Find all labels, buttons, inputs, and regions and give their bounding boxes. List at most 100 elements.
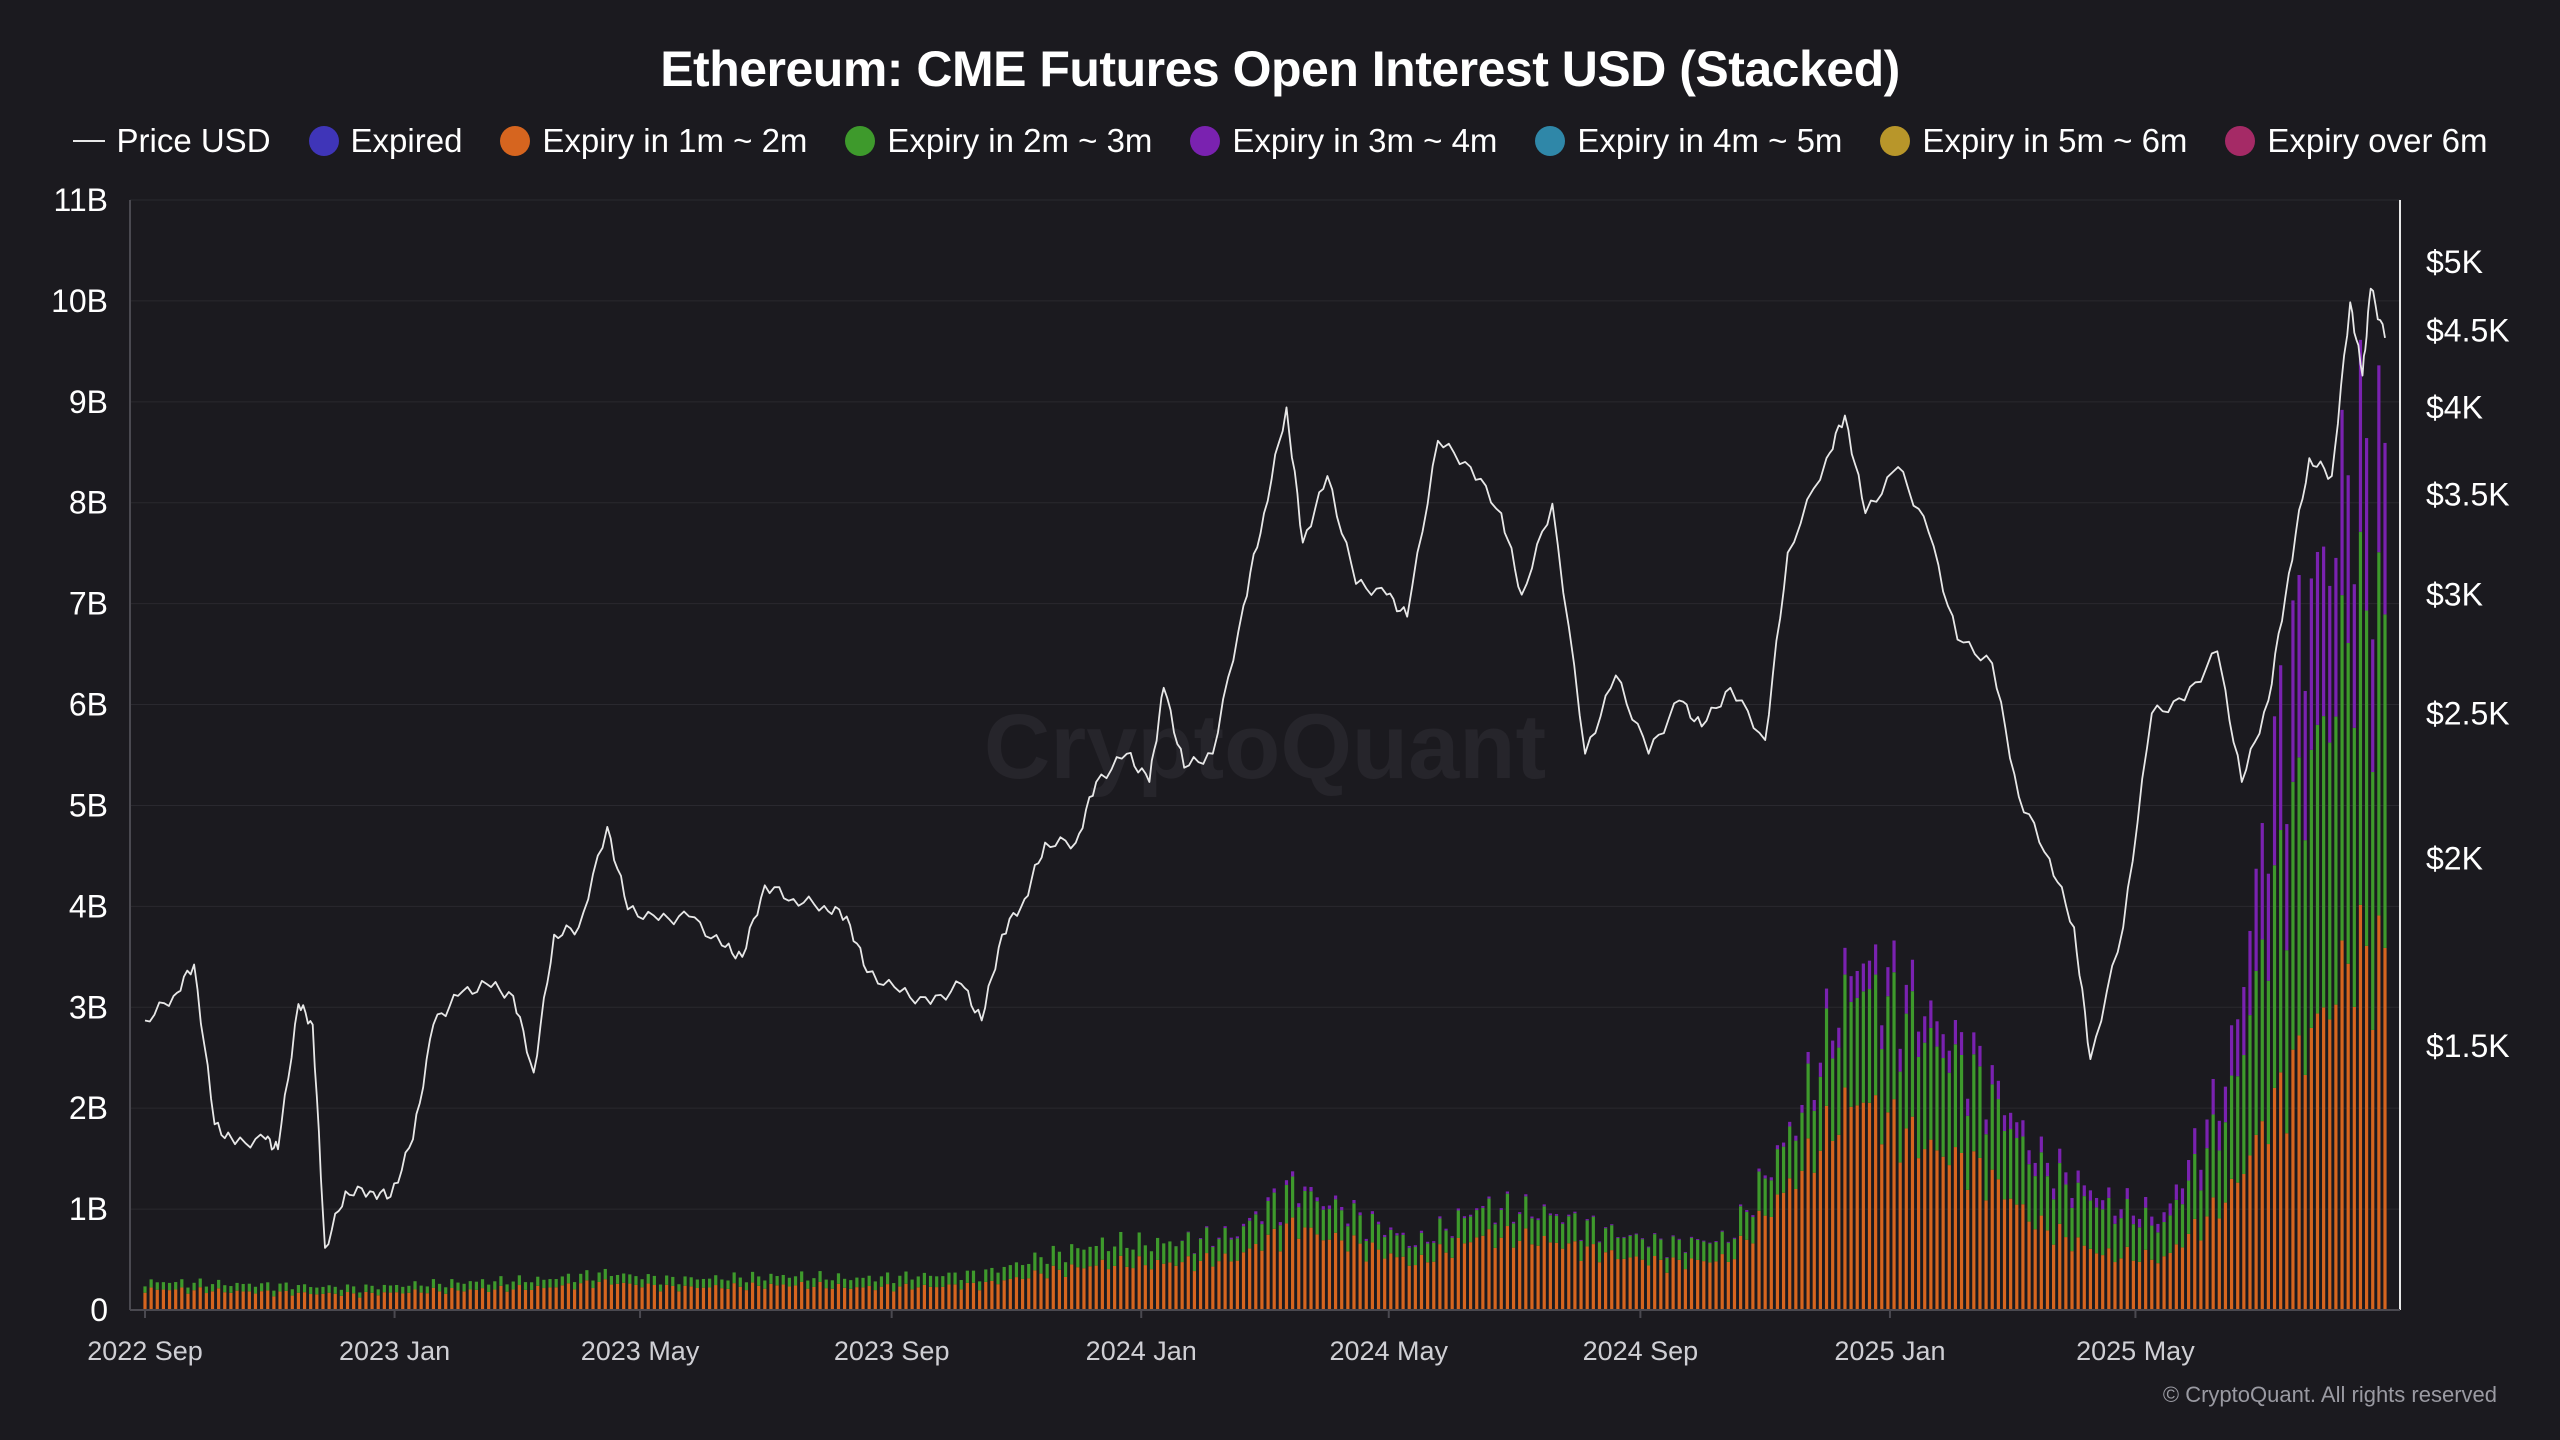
oi-bar-segment [2248, 930, 2252, 1016]
oi-bar-segment [1861, 963, 1865, 992]
oi-bar-segment [757, 1285, 761, 1310]
oi-bar-segment [1561, 1223, 1565, 1249]
oi-bar-segment [2125, 1188, 2129, 1199]
oi-bar-segment [266, 1282, 270, 1291]
watermark: CryptoQuant [984, 696, 1546, 798]
oi-bar-segment [1438, 1216, 1442, 1219]
oi-bar-segment [1923, 1042, 1927, 1150]
oi-bar-segment [1567, 1243, 1571, 1310]
oi-bar-segment [732, 1283, 736, 1310]
dot-swatch-icon [1880, 126, 1911, 156]
oi-bar-segment [468, 1281, 472, 1290]
oi-bar-segment [2039, 1136, 2043, 1153]
oi-bar-segment [229, 1292, 233, 1310]
oi-bar-segment [1628, 1235, 1632, 1258]
oi-bar-segment [671, 1276, 675, 1286]
oi-bar-segment [1137, 1232, 1141, 1257]
oi-bar-segment [1732, 1238, 1737, 1260]
oi-bar-segment [210, 1284, 215, 1292]
legend-item[interactable]: Expiry in 1m ~ 2m [500, 122, 807, 160]
oi-bar-segment [1616, 1237, 1620, 1238]
oi-bar-segment [1229, 1239, 1233, 1262]
oi-bar-segment [1935, 1021, 1939, 1047]
oi-bar-segment [1352, 1203, 1356, 1236]
oi-bar-segment [836, 1283, 841, 1310]
oi-bar-segment [2052, 1199, 2056, 1245]
legend-item[interactable]: Expiry in 3m ~ 4m [1190, 122, 1497, 160]
oi-bar-segment [1751, 1215, 1755, 1218]
oi-bar-segment [1174, 1265, 1178, 1310]
oi-bar-segment [953, 1272, 957, 1285]
oi-bar-segment [2174, 1184, 2178, 1200]
oi-bar-segment [1358, 1243, 1362, 1310]
oi-bar-segment [1241, 1223, 1246, 1227]
oi-bar-segment [1788, 1121, 1792, 1127]
oi-bar-segment [2156, 1232, 2160, 1264]
legend-item[interactable]: Expired [308, 122, 462, 160]
oi-bar-segment [1487, 1196, 1491, 1199]
oi-bar-segment [474, 1289, 478, 1310]
y-right-tick-label: $4K [2426, 389, 2483, 425]
oi-bar-segment [640, 1279, 644, 1288]
oi-bar-segment [1610, 1250, 1614, 1310]
legend-item[interactable]: Expiry over 6m [2225, 122, 2487, 160]
oi-bar-segment [1333, 1195, 1338, 1200]
oi-bar-segment [1720, 1231, 1724, 1255]
oi-bar-segment [622, 1282, 626, 1310]
legend-item[interactable]: Expiry in 5m ~ 6m [1880, 122, 2187, 160]
oi-bar-segment [824, 1279, 828, 1289]
oi-bar-segment [1039, 1273, 1043, 1310]
oi-bar-segment [1413, 1247, 1417, 1266]
oi-bar-segment [161, 1282, 166, 1290]
oi-bar-segment [2248, 1155, 2252, 1310]
y-right-tick-label: $2K [2426, 841, 2483, 877]
oi-bar-segment [1518, 1240, 1522, 1310]
oi-bar-segment [1008, 1278, 1012, 1310]
oi-bar-segment [1481, 1235, 1485, 1310]
legend-item[interactable]: Expiry in 2m ~ 3m [845, 122, 1152, 160]
oi-bar-segment [1646, 1265, 1651, 1310]
oi-bar-segment [1070, 1244, 1074, 1265]
oi-bar-segment [1659, 1239, 1663, 1260]
oi-bar-segment [2107, 1187, 2111, 1198]
oi-bar-segment [1573, 1241, 1577, 1310]
oi-bar-segment [560, 1285, 564, 1310]
oi-bar-segment [1708, 1262, 1712, 1310]
oi-bar-segment [198, 1287, 202, 1310]
oi-bar-segment [2266, 1144, 2270, 1310]
oi-bar-segment [321, 1286, 325, 1294]
oi-bar-segment [2150, 1259, 2154, 1310]
oi-bar-segment [2199, 1169, 2203, 1191]
legend-label: Expiry in 3m ~ 4m [1232, 122, 1498, 159]
oi-bar-segment [1100, 1259, 1104, 1310]
legend-item[interactable]: Price USD [72, 122, 271, 160]
oi-bars [143, 339, 2387, 1310]
legend-item[interactable]: Expiry in 4m ~ 5m [1535, 122, 1842, 160]
oi-bar-segment [1935, 1046, 1939, 1151]
oi-bar-segment [407, 1292, 411, 1310]
oi-bar-segment [1935, 1150, 1939, 1310]
dot-swatch-icon [845, 126, 876, 156]
oi-bar-segment [2371, 1029, 2375, 1310]
oi-bar-segment [395, 1284, 399, 1293]
oi-bar-segment [1573, 1211, 1577, 1214]
oi-bar-segment [941, 1276, 945, 1287]
oi-bar-segment [935, 1287, 939, 1310]
oi-bar-segment [180, 1287, 184, 1310]
oi-bar-segment [1800, 1104, 1804, 1113]
oi-bar-segment [750, 1271, 755, 1283]
oi-bar-segment [1235, 1260, 1239, 1310]
oi-bar-segment [1726, 1241, 1730, 1243]
oi-bar-segment [1739, 1204, 1743, 1207]
oi-bar-segment [364, 1291, 368, 1310]
oi-bar-segment [1297, 1203, 1301, 1208]
oi-bar-segment [505, 1291, 509, 1310]
oi-bar-segment [2272, 865, 2277, 1088]
oi-bar-segment [1303, 1227, 1307, 1310]
oi-bar-segment [1057, 1251, 1062, 1270]
oi-bar-segment [585, 1280, 589, 1310]
oi-bar-segment [885, 1284, 890, 1310]
x-tick-label: 2023 May [581, 1336, 700, 1366]
oi-bar-segment [2242, 1174, 2246, 1310]
